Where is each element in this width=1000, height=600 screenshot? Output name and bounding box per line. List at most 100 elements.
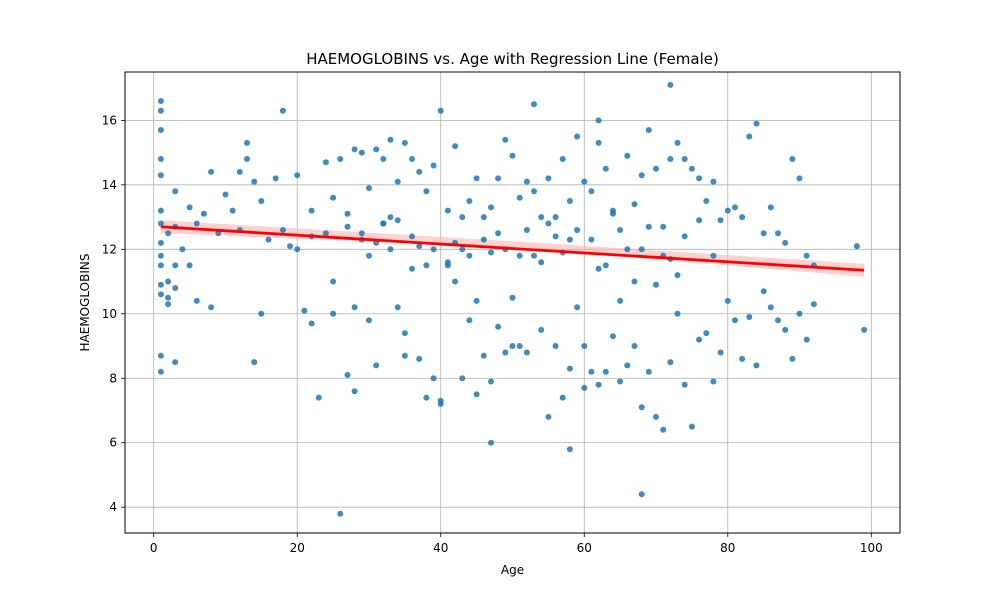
data-point [717, 217, 724, 224]
data-point [157, 291, 164, 298]
data-point [423, 262, 430, 269]
data-point [746, 133, 753, 140]
data-point [710, 378, 717, 385]
data-point [344, 223, 351, 230]
data-point [366, 317, 372, 324]
data-point [574, 304, 581, 311]
data-point [444, 259, 451, 266]
data-point [430, 246, 437, 253]
data-point [308, 320, 315, 327]
data-point [165, 301, 172, 308]
data-point [538, 259, 545, 266]
x-tick-label: 60 [577, 541, 592, 555]
data-point [552, 233, 559, 240]
data-point [179, 246, 186, 253]
data-point [272, 175, 279, 182]
data-point [157, 107, 164, 114]
x-axis-label: Age [501, 563, 524, 577]
data-point [667, 81, 674, 88]
data-point [351, 146, 358, 153]
data-point [509, 294, 516, 301]
data-point [301, 307, 308, 314]
data-point [409, 156, 415, 162]
data-point [861, 326, 868, 333]
data-point [416, 168, 423, 175]
data-point [351, 304, 358, 311]
data-point [473, 297, 480, 304]
data-point [509, 343, 516, 349]
data-point [638, 491, 645, 498]
data-point [588, 188, 595, 195]
data-point [789, 156, 796, 162]
data-point [581, 178, 588, 185]
data-point [244, 139, 250, 146]
data-point [753, 362, 760, 369]
data-point [688, 165, 695, 172]
data-point [610, 210, 616, 217]
x-tick-label: 20 [290, 541, 305, 555]
data-point [667, 156, 674, 162]
data-point [330, 278, 337, 285]
x-tick-label: 0 [150, 541, 158, 555]
data-point [660, 426, 667, 433]
data-point [674, 272, 681, 279]
data-point [157, 172, 164, 179]
data-point [459, 375, 466, 382]
plot-area-frame [124, 71, 901, 534]
data-point [258, 198, 265, 204]
data-point [344, 210, 351, 217]
data-point [157, 368, 164, 375]
data-point [566, 365, 573, 372]
data-point [229, 207, 236, 214]
data-point [624, 362, 631, 369]
data-point [645, 223, 652, 230]
data-point [480, 352, 487, 359]
data-point [394, 178, 401, 185]
data-point [531, 188, 537, 195]
data-point [803, 336, 810, 343]
data-point [681, 381, 688, 388]
data-point [653, 165, 659, 172]
data-point [610, 333, 616, 340]
data-point [588, 368, 595, 375]
data-point [638, 246, 645, 253]
data-point [208, 168, 215, 175]
data-point [358, 230, 365, 237]
data-point [416, 355, 423, 362]
data-point [459, 246, 466, 253]
data-point [767, 204, 774, 211]
y-tick-label: 12 [102, 242, 117, 256]
data-point [703, 198, 710, 204]
data-point [566, 198, 573, 204]
data-point [279, 227, 286, 233]
data-point [488, 378, 494, 385]
data-point [308, 207, 315, 214]
data-point [595, 381, 602, 388]
regression-line [160, 225, 865, 272]
data-point [488, 204, 494, 211]
data-point [416, 243, 423, 250]
data-point [696, 217, 703, 224]
x-tick-label: 40 [433, 541, 448, 555]
y-tick-label: 16 [102, 113, 117, 127]
data-point [660, 223, 667, 230]
data-point [516, 252, 523, 259]
data-point [767, 304, 774, 311]
data-point [344, 372, 351, 378]
data-point [624, 152, 631, 159]
data-point [502, 349, 509, 356]
data-point [387, 136, 394, 143]
data-point [574, 227, 581, 233]
data-point [653, 413, 659, 420]
data-point [165, 230, 172, 237]
axis-ticks: 0 20 40 60 80 100 4 6 8 10 12 14 16 [102, 113, 883, 555]
data-point [157, 98, 164, 104]
data-point [366, 252, 372, 259]
data-point [782, 326, 789, 333]
data-point [760, 230, 767, 237]
data-point [265, 236, 272, 243]
data-point [624, 246, 631, 253]
data-point [566, 446, 573, 453]
data-point [186, 262, 193, 269]
data-point [315, 394, 322, 401]
